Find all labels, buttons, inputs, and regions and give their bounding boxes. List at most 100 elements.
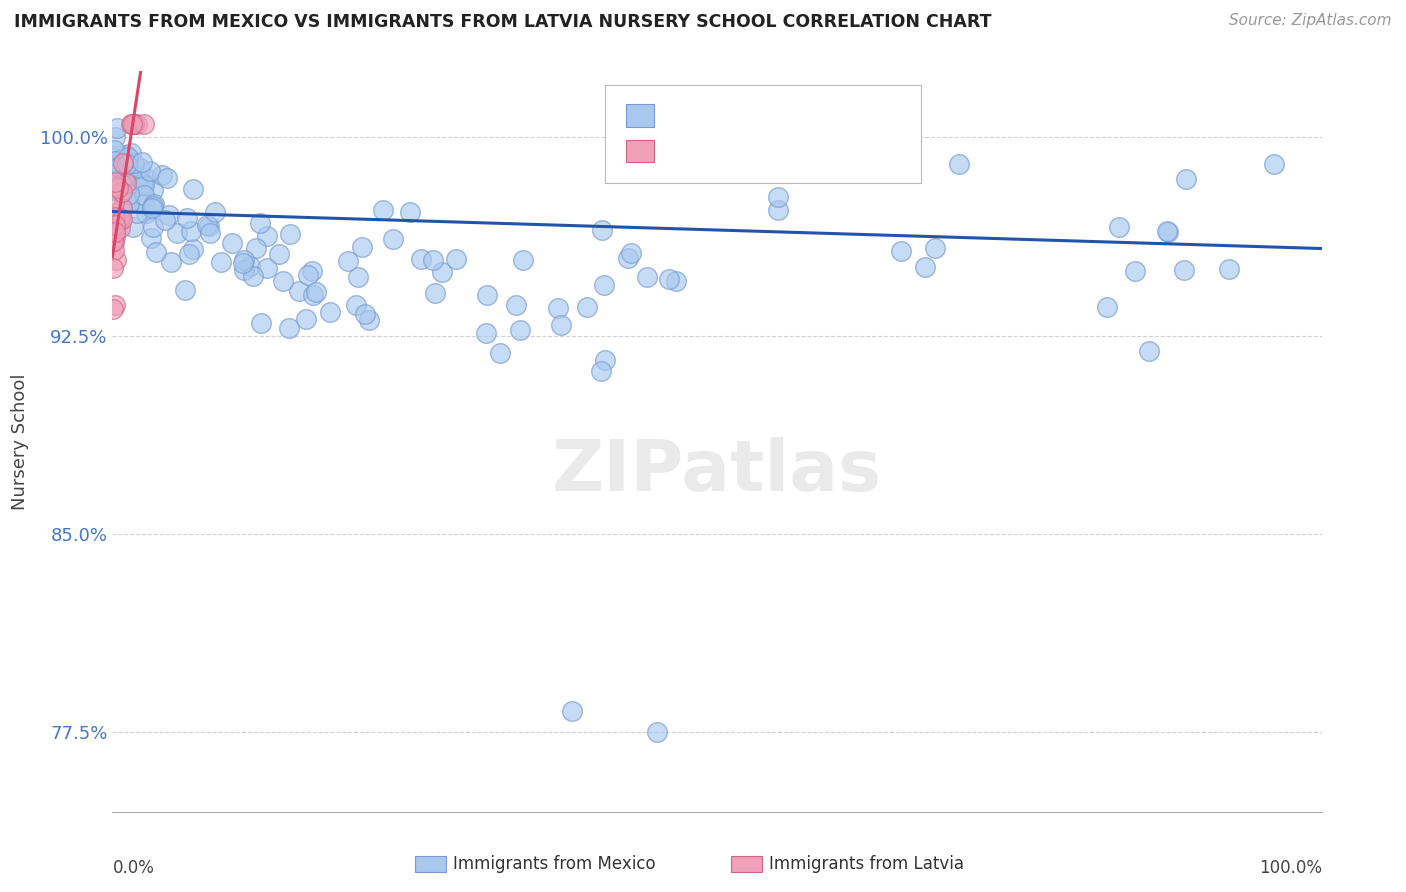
Point: [127, 117, 149, 131]
Point: [242, 269, 264, 284]
Point: [104, 218, 127, 232]
Point: [132, 188, 155, 202]
Point: [271, 274, 294, 288]
Point: [111, 155, 134, 169]
Point: [1157, 225, 1180, 239]
Point: [104, 225, 127, 239]
Point: [1263, 157, 1285, 171]
Y-axis label: Nursery School: Nursery School: [10, 373, 28, 510]
Point: [505, 298, 527, 312]
Point: [256, 260, 278, 275]
Text: R =: R =: [659, 104, 699, 122]
Point: [1175, 171, 1198, 186]
Point: [592, 278, 614, 293]
Text: 100.0%: 100.0%: [1258, 859, 1322, 878]
Point: [179, 246, 201, 260]
Point: [1218, 262, 1240, 277]
Text: N =: N =: [770, 104, 810, 122]
Text: R =: R =: [659, 140, 699, 158]
Point: [107, 181, 129, 195]
Point: [636, 270, 658, 285]
Point: [278, 227, 301, 241]
Point: [139, 163, 162, 178]
Point: [110, 161, 132, 175]
Point: [127, 169, 149, 183]
Point: [575, 300, 598, 314]
Point: [422, 253, 444, 268]
Text: -0.106: -0.106: [707, 104, 772, 122]
Point: [142, 199, 165, 213]
Point: [118, 187, 141, 202]
Point: [399, 204, 422, 219]
Point: [475, 288, 498, 302]
Point: [110, 220, 132, 235]
Point: [305, 285, 328, 300]
Point: [120, 117, 142, 131]
Point: [181, 182, 204, 196]
Point: [645, 725, 668, 739]
Point: [131, 155, 153, 169]
Point: [105, 218, 128, 232]
Point: [180, 224, 202, 238]
Point: [444, 252, 467, 267]
Point: [198, 219, 221, 234]
Point: [103, 211, 125, 226]
Point: [104, 176, 127, 190]
Point: [127, 194, 149, 209]
Text: IMMIGRANTS FROM MEXICO VS IMMIGRANTS FROM LATVIA NURSERY SCHOOL CORRELATION CHAR: IMMIGRANTS FROM MEXICO VS IMMIGRANTS FRO…: [14, 13, 991, 31]
Point: [111, 177, 134, 191]
Point: [118, 195, 141, 210]
Point: [344, 298, 367, 312]
Point: [141, 231, 163, 245]
Point: [512, 253, 534, 268]
Point: [509, 323, 531, 337]
Point: [101, 260, 124, 275]
Point: [111, 161, 134, 175]
Point: [1137, 343, 1160, 358]
Point: [269, 247, 291, 261]
Point: [110, 211, 132, 226]
Point: [127, 206, 149, 220]
Point: [198, 226, 221, 240]
Point: [111, 211, 134, 226]
Point: [381, 232, 404, 246]
Point: [1156, 224, 1178, 238]
Point: [166, 226, 188, 240]
Point: [173, 283, 195, 297]
Point: [195, 219, 218, 233]
Point: [256, 229, 278, 244]
Point: [302, 288, 325, 302]
Point: [103, 184, 125, 198]
Point: [103, 235, 125, 250]
Point: [354, 307, 377, 321]
Point: [924, 241, 946, 255]
Point: [108, 186, 131, 201]
Point: [620, 246, 643, 260]
Point: [141, 201, 163, 215]
Point: [105, 252, 128, 267]
Point: [1125, 264, 1147, 278]
Text: Immigrants from Mexico: Immigrants from Mexico: [453, 855, 655, 873]
Point: [489, 345, 512, 359]
Point: [122, 117, 145, 131]
Point: [287, 284, 309, 298]
Point: [278, 321, 301, 335]
Point: [181, 243, 204, 257]
Point: [160, 255, 183, 269]
Point: [104, 298, 127, 312]
Point: [250, 316, 273, 330]
Point: [104, 210, 127, 224]
Point: [104, 178, 127, 193]
Point: [239, 260, 262, 274]
Point: [135, 170, 157, 185]
Point: [593, 352, 616, 367]
Point: [233, 253, 256, 268]
Point: [111, 185, 134, 199]
Point: [124, 156, 146, 170]
Point: [868, 157, 890, 171]
Point: [411, 252, 433, 266]
Point: [121, 220, 143, 235]
Point: [766, 190, 789, 204]
Point: [103, 151, 125, 165]
Text: 31: 31: [818, 140, 844, 158]
